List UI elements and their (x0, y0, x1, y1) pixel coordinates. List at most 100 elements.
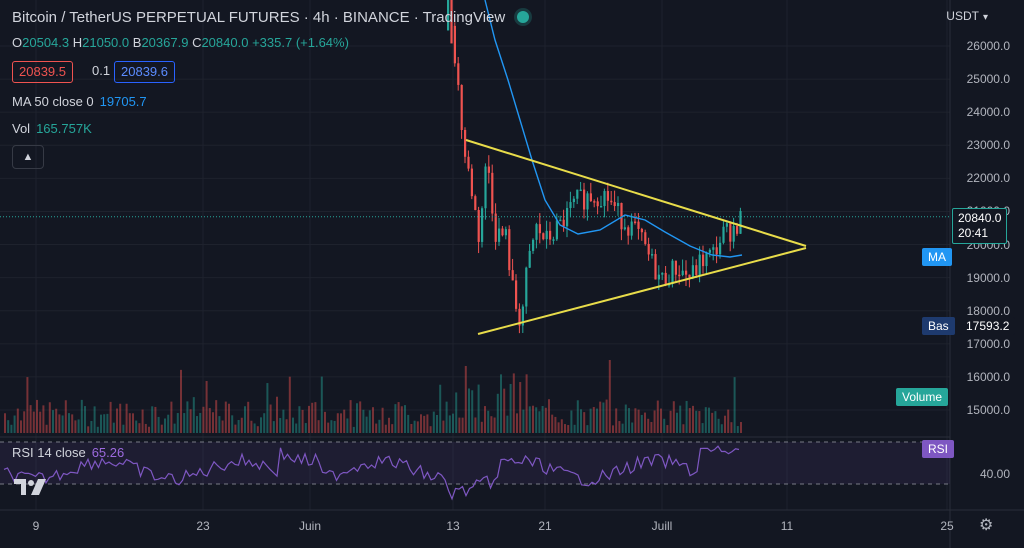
volume-bar (64, 400, 67, 433)
volume-bar (160, 424, 163, 433)
volume-bar (573, 424, 576, 433)
price-tick-label: 24000.0 (966, 105, 1010, 120)
time-tick-label: Juin (298, 519, 322, 533)
volume-bar (490, 416, 493, 433)
candle (702, 254, 705, 267)
candle (678, 274, 681, 277)
volume-bar (423, 415, 426, 433)
volume-bar (138, 423, 141, 433)
chevron-up-icon: ▲ (22, 151, 34, 163)
volume-bar (391, 424, 394, 433)
volume-bar (237, 419, 240, 433)
volume-bar (48, 402, 51, 433)
ma-legend-value: 19705.7 (99, 94, 147, 109)
volume-bar (266, 383, 269, 433)
volume-bar (500, 374, 502, 433)
volume-bar (148, 426, 150, 433)
volume-bar (503, 388, 506, 433)
market-status-icon (517, 11, 530, 23)
volume-bar (26, 377, 29, 433)
candle (654, 254, 657, 280)
volume-bar (436, 414, 438, 433)
candle (708, 249, 711, 253)
ma-legend[interactable]: MA 50 close 0 19705.7 (12, 94, 147, 109)
volume-bar (132, 413, 134, 433)
collapse-legend-button[interactable]: ▲ (12, 145, 44, 169)
volume-bar (541, 405, 544, 433)
volume-bar (90, 420, 93, 433)
volume-bar (634, 408, 637, 433)
volume-bar (285, 419, 288, 433)
volume-bar (192, 397, 195, 433)
candle (736, 226, 739, 234)
candle (508, 229, 511, 271)
candle (712, 247, 715, 250)
candle (515, 280, 518, 309)
volume-bar (375, 423, 378, 433)
low-value: 20367.9 (141, 35, 189, 50)
volume-bar (567, 425, 570, 433)
volume-bar (141, 409, 144, 433)
volume-bar (608, 359, 611, 433)
volume-bar (487, 410, 490, 433)
volume-bar (276, 396, 278, 433)
volume-bar (106, 413, 109, 433)
candle (647, 243, 650, 255)
volume-bar (724, 415, 726, 433)
sell-price-button[interactable]: 20839.5 (12, 61, 73, 83)
candle (542, 233, 545, 240)
volume-bar (544, 407, 547, 433)
buy-price-button[interactable]: 20839.6 (114, 61, 175, 83)
volume-bar (311, 402, 314, 433)
rsi-legend[interactable]: RSI 14 close 65.26 (12, 445, 124, 460)
volume-bar (461, 417, 464, 433)
candle (501, 228, 504, 236)
price-tick-label: 17000.0 (966, 336, 1010, 351)
price-tick-label: 26000.0 (966, 39, 1010, 53)
volume-bar (644, 412, 646, 433)
volume-bar (650, 421, 653, 433)
currency-selector[interactable]: USDT ▾ (946, 9, 988, 23)
volume-legend[interactable]: Vol 165.757K (12, 121, 92, 136)
volume-bar (621, 423, 624, 433)
volume-bar (612, 425, 614, 433)
volume-bar (221, 420, 224, 433)
volume-bar (349, 400, 352, 433)
gear-icon[interactable]: ⚙ (979, 517, 994, 534)
candle (637, 221, 640, 229)
ma-axis-label: MA (922, 248, 952, 266)
rsi-legend-value: 65.26 (91, 445, 125, 460)
volume-bar (708, 407, 710, 433)
volume-bar (125, 403, 128, 433)
rsi-band (0, 442, 950, 484)
ohlc-readout: O20504.3 H21050.0 B20367.9 C20840.0 +335… (12, 35, 349, 50)
volume-bar (669, 410, 672, 433)
volume-bar (176, 413, 179, 433)
volume-bar (208, 408, 211, 433)
candle (634, 221, 637, 224)
volume-bar (29, 405, 32, 433)
time-tick-label: 23 (196, 519, 210, 533)
volume-bar (189, 409, 192, 433)
volume-bar (592, 407, 595, 433)
candle (627, 227, 630, 236)
ma-legend-label: MA 50 close 0 (12, 94, 94, 109)
volume-bar (676, 412, 678, 433)
volume-bar (13, 415, 16, 433)
tradingview-logo-icon[interactable] (14, 477, 48, 497)
candle (606, 191, 609, 201)
volume-bar (596, 408, 598, 433)
symbol-header[interactable]: Bitcoin / TetherUS PERPETUAL FUTURES · 4… (12, 9, 530, 26)
candle (470, 168, 473, 197)
volume-bar (624, 404, 627, 433)
candle (576, 189, 579, 199)
volume-bar (586, 425, 589, 433)
volume-bar (717, 418, 720, 433)
volume-bar (548, 399, 550, 433)
candle (453, 25, 456, 64)
volume-bar (250, 420, 253, 433)
volume-bar (343, 409, 346, 433)
candle (518, 308, 521, 326)
time-tick-label: 9 (32, 519, 40, 533)
